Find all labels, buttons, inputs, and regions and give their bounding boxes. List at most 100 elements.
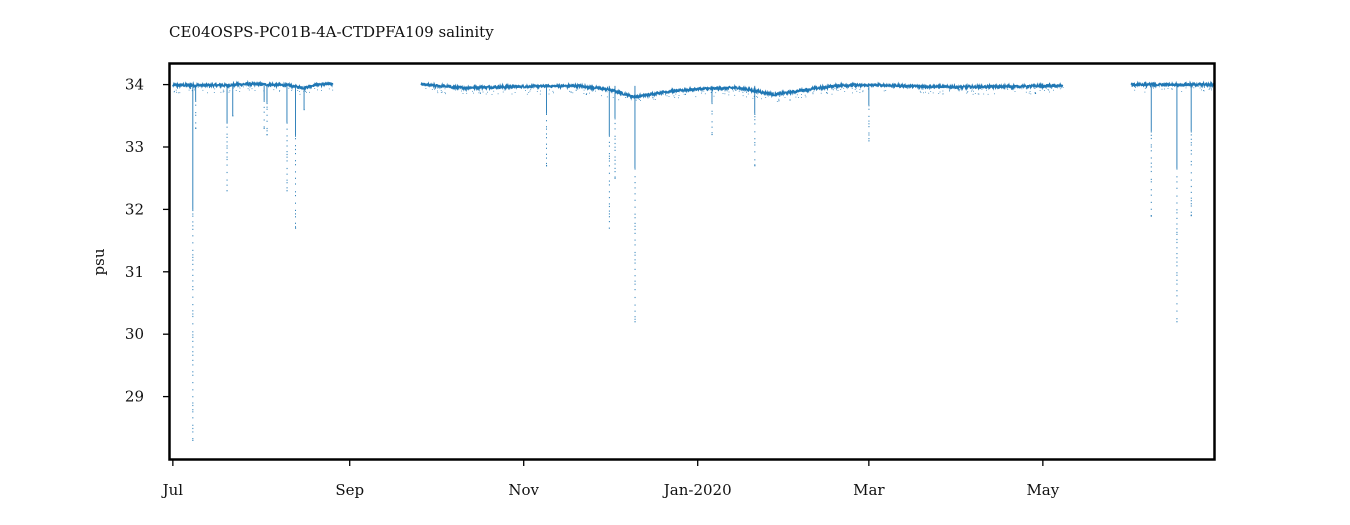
spike-point [226, 158, 228, 161]
data-point [600, 89, 602, 90]
data-point [1062, 87, 1064, 88]
spike-point [266, 106, 268, 108]
spike-point [608, 227, 610, 229]
spike-point [711, 132, 713, 134]
baseline-segment [420, 81, 1064, 100]
data-point [942, 90, 944, 92]
data-point [747, 93, 749, 95]
data-point [654, 99, 656, 100]
data-point [462, 93, 464, 94]
data-point [756, 96, 758, 97]
spike-point [195, 104, 197, 106]
data-point [854, 89, 856, 90]
spike-point [1176, 176, 1178, 178]
spike-point [1150, 194, 1152, 196]
data-point [194, 89, 195, 91]
data-point [1209, 88, 1211, 89]
spike-point [286, 187, 288, 189]
spike-point [286, 128, 288, 130]
spike-point [195, 127, 197, 129]
spike-point [192, 409, 194, 411]
data-point [722, 93, 724, 94]
data-point [305, 91, 306, 92]
data-point [710, 92, 712, 93]
data-point [328, 88, 330, 90]
spike-point [634, 225, 636, 227]
data-point [248, 89, 250, 91]
data-point [1049, 87, 1051, 89]
spike-point [614, 171, 616, 173]
spike-point [266, 102, 268, 105]
data-point [606, 91, 608, 93]
data-point [299, 91, 300, 92]
spike-point [634, 228, 636, 231]
spike-point [1176, 265, 1178, 267]
spike-point [295, 202, 296, 204]
spike-point [1190, 172, 1192, 174]
data-point [585, 94, 587, 95]
data-point [1203, 90, 1204, 91]
spike-point [192, 286, 194, 288]
data-point [630, 98, 632, 99]
spike-point [192, 280, 194, 282]
spike-point [295, 213, 296, 215]
data-point [1131, 86, 1133, 87]
y-tick-label: 33 [125, 138, 144, 156]
spike-point [1150, 208, 1152, 210]
data-point [302, 88, 304, 90]
data-point [569, 90, 570, 92]
data-point [1047, 89, 1049, 90]
data-point [1204, 87, 1205, 88]
data-point [706, 89, 708, 91]
spike-point [226, 145, 228, 147]
data-point [824, 88, 826, 89]
data-point [478, 92, 480, 94]
spike-point [546, 165, 548, 167]
spike-point [1176, 303, 1178, 305]
data-point [239, 87, 241, 89]
y-tick-label: 30 [125, 325, 144, 343]
data-point [1185, 87, 1187, 89]
data-point [593, 89, 594, 91]
spike-point [266, 127, 268, 130]
spike-point [634, 232, 636, 234]
data-point [223, 90, 225, 92]
spike-point [295, 191, 296, 193]
data-point [194, 87, 196, 89]
data-point [480, 92, 481, 94]
data-point [473, 92, 474, 94]
data-point [973, 90, 974, 92]
data-point [746, 92, 747, 93]
spike-point [295, 227, 297, 229]
data-point [589, 92, 590, 94]
data-point [1203, 90, 1205, 92]
spike-point [1150, 134, 1152, 136]
spike-point [546, 143, 547, 145]
data-point [288, 87, 290, 89]
spike-point [1190, 144, 1192, 146]
data-point [434, 88, 436, 90]
spike-point [868, 138, 870, 140]
spike-point [192, 364, 194, 366]
data-point [761, 98, 762, 100]
data-point [836, 89, 837, 91]
data-point [837, 90, 839, 91]
data-point [925, 91, 926, 93]
data-point [528, 92, 530, 93]
spike-point [1176, 241, 1178, 244]
data-point [668, 96, 670, 97]
spike-point [608, 160, 610, 162]
data-point [1193, 87, 1195, 89]
spike-point [263, 119, 265, 121]
data-point [314, 88, 316, 89]
data-point [1034, 92, 1036, 94]
spike-point [1176, 295, 1178, 297]
data-point [503, 89, 505, 91]
data-point [437, 92, 439, 94]
y-axis: 29 30 31 32 33 34 [125, 76, 170, 406]
data-point [840, 89, 842, 90]
spike-point [1190, 200, 1192, 202]
spike-point [263, 100, 265, 102]
spike-point [192, 315, 194, 318]
